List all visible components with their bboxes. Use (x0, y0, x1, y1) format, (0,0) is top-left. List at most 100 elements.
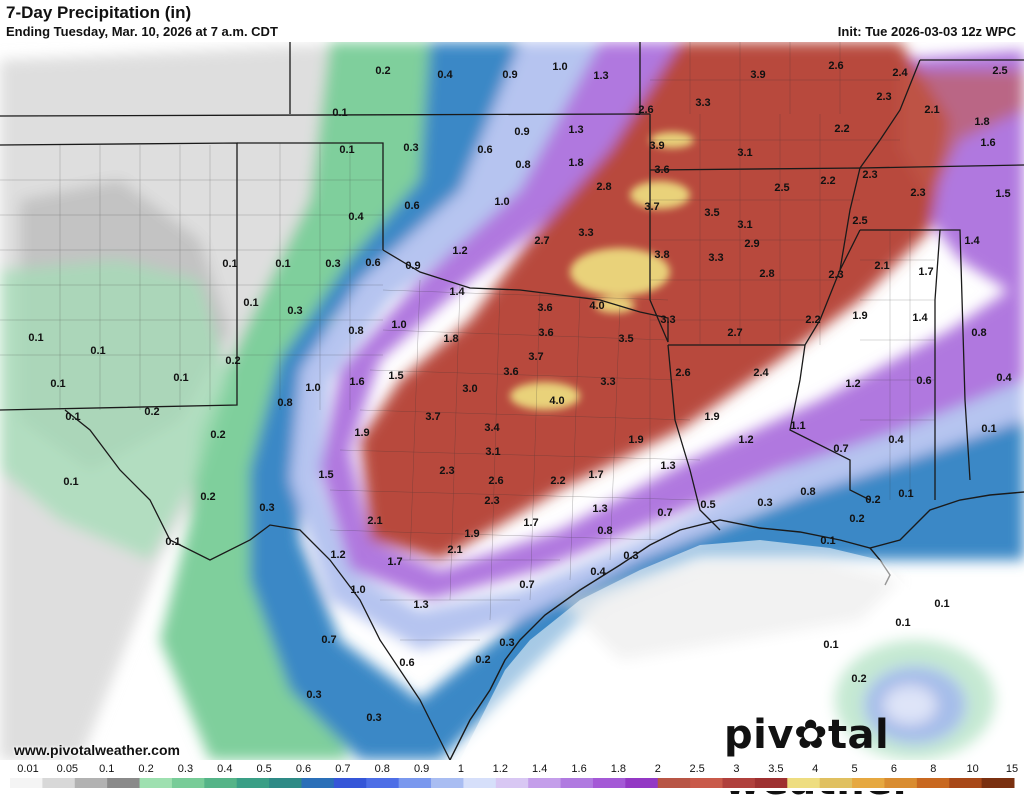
legend-tick-label: 1.8 (611, 763, 626, 775)
legend-tick-label: 0.4 (217, 763, 232, 775)
county-borders (0, 42, 935, 641)
precip-value-label: 2.6 (488, 475, 503, 487)
precip-value-label: 0.1 (820, 535, 835, 547)
precip-value-label: 3.1 (485, 446, 500, 458)
legend-swatch (528, 778, 562, 788)
website-url: www.pivotalweather.com (14, 742, 180, 758)
legend-swatch (139, 778, 173, 788)
legend-tick-label: 1.6 (571, 763, 586, 775)
precip-value-label: 0.1 (90, 345, 105, 357)
precip-value-label: 3.9 (649, 140, 664, 152)
legend-swatch (884, 778, 918, 788)
legend-swatch (204, 778, 238, 788)
legend-swatch (236, 778, 270, 788)
precip-value-label: 0.8 (597, 525, 612, 537)
precip-value-label: 0.3 (757, 497, 772, 509)
precip-value-label: 2.5 (774, 182, 789, 194)
precip-value-label: 2.3 (439, 465, 454, 477)
precip-value-label: 0.9 (514, 126, 529, 138)
precip-value-label: 0.3 (287, 305, 302, 317)
precip-value-label: 0.2 (851, 673, 866, 685)
precip-value-label: 0.2 (849, 513, 864, 525)
precip-value-label: 1.3 (568, 124, 583, 136)
legend-tick-label: 0.05 (57, 763, 78, 775)
precip-value-label: 2.1 (367, 515, 382, 527)
legend-swatch (269, 778, 302, 788)
legend-tick-label: 15 (1006, 763, 1018, 775)
legend-swatch (690, 778, 724, 788)
legend-swatch (592, 778, 626, 788)
precip-value-label: 0.2 (200, 491, 215, 503)
legend-tick-label: 1.2 (493, 763, 508, 775)
precip-value-label: 0.1 (222, 258, 237, 270)
precip-value-label: 0.3 (306, 689, 321, 701)
precip-value-label: 0.8 (348, 325, 363, 337)
precip-value-label: 2.6 (828, 60, 843, 72)
legend-swatch (657, 778, 691, 788)
precip-value-label: 3.9 (750, 69, 765, 81)
precip-value-label: 2.5 (992, 65, 1007, 77)
precip-value-labels: 0.2 0.4 0.9 1.0 1.3 3.9 2.6 2.4 2.5 0.1 … (28, 60, 1012, 724)
precip-value-label: 1.7 (918, 266, 933, 278)
legend-swatch (42, 778, 76, 788)
precip-value-label: 0.3 (499, 637, 514, 649)
precip-value-label: 3.4 (484, 422, 500, 434)
precip-value-label: 0.1 (934, 598, 949, 610)
precip-value-label: 0.9 (405, 260, 420, 272)
precip-value-label: 0.4 (437, 69, 453, 81)
legend-tick-label: 2.5 (689, 763, 704, 775)
precip-value-label: 0.1 (65, 411, 80, 423)
precip-value-label: 1.0 (305, 382, 320, 394)
precip-value-label: 3.1 (737, 147, 752, 159)
precip-value-label: 0.3 (325, 258, 340, 270)
precip-value-label: 0.1 (63, 476, 78, 488)
precip-value-label: 0.1 (28, 332, 43, 344)
precip-value-label: 3.5 (704, 207, 719, 219)
legend-tick-label: 0.1 (99, 763, 114, 775)
precip-value-label: 1.9 (464, 528, 479, 540)
legend-swatch (431, 778, 464, 788)
legend-swatch (301, 778, 335, 788)
legend-tick-label: 10 (967, 763, 979, 775)
precip-value-label: 3.3 (578, 227, 593, 239)
precip-value-label: 1.6 (980, 137, 995, 149)
legend-tick-label: 0.2 (138, 763, 153, 775)
precip-value-label: 1.0 (350, 584, 365, 596)
precip-value-label: 3.6 (538, 327, 553, 339)
precip-value-label: 3.1 (737, 219, 752, 231)
precip-value-label: 2.1 (874, 260, 889, 272)
precip-value-label: 0.3 (623, 550, 638, 562)
precip-value-label: 1.9 (628, 434, 643, 446)
precip-value-label: 0.7 (657, 507, 672, 519)
legend-tick-label: 3.5 (768, 763, 783, 775)
precip-value-label: 1.2 (330, 549, 345, 561)
precip-value-label: 0.6 (399, 657, 414, 669)
precip-value-label: 0.4 (590, 566, 606, 578)
legend-tick-label: 5 (851, 763, 857, 775)
legend-swatch (722, 778, 756, 788)
precip-value-label: 2.4 (753, 367, 769, 379)
legend-tick-labels: 0.01 0.05 0.1 0.2 0.3 0.4 0.5 0.6 0.7 0.8 0.9 1 1.2 1… (17, 763, 1018, 775)
precip-value-label: 0.6 (477, 144, 492, 156)
precip-value-label: 0.1 (332, 107, 347, 119)
precip-value-label: 3.3 (600, 376, 615, 388)
precip-value-label: 0.4 (996, 372, 1012, 384)
map-title: 7-Day Precipitation (in) (6, 3, 192, 22)
precip-value-label: 0.6 (404, 200, 419, 212)
legend-tick-label: 1.4 (532, 763, 547, 775)
precip-value-label: 0.8 (800, 486, 815, 498)
map-header: 7-Day Precipitation (in) Ending Tuesday,… (0, 0, 1024, 42)
precipitation-map: 0.2 0.4 0.9 1.0 1.3 3.9 2.6 2.4 2.5 0.1 … (0, 42, 1024, 760)
precip-value-label: 1.5 (995, 188, 1010, 200)
precip-value-label: 2.7 (534, 235, 549, 247)
precip-value-label: 1.4 (449, 286, 465, 298)
precip-value-label: 2.2 (550, 475, 565, 487)
precip-value-label: 0.9 (502, 69, 517, 81)
precip-value-label: 1.9 (354, 427, 369, 439)
precip-value-label: 0.1 (895, 617, 910, 629)
legend-swatch (171, 778, 205, 788)
precip-value-label: 1.9 (852, 310, 867, 322)
gear-icon: ✿ (793, 712, 828, 758)
precip-value-label: 1.3 (413, 599, 428, 611)
precip-value-label: 1.4 (912, 312, 928, 324)
